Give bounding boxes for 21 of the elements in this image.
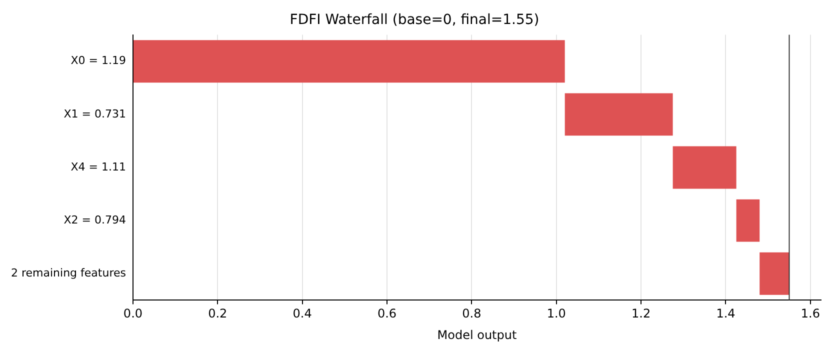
x-tick-label: 1.0 bbox=[546, 306, 566, 321]
y-tick-label: X2 = 0.794 bbox=[64, 213, 126, 226]
y-tick-label: X4 = 1.11 bbox=[70, 160, 126, 174]
x-tick-label: 0.8 bbox=[462, 306, 482, 321]
y-tick-label: 2 remaining features bbox=[10, 266, 126, 280]
x-tick-label: 0.6 bbox=[377, 306, 397, 321]
bar bbox=[133, 40, 565, 83]
x-tick-label: 0.4 bbox=[292, 306, 312, 321]
x-tick-label: 1.6 bbox=[800, 306, 820, 321]
y-tick-label: X1 = 0.731 bbox=[64, 107, 126, 120]
x-tick-label: 1.2 bbox=[632, 306, 651, 321]
x-tick-label: 1.4 bbox=[716, 306, 736, 321]
x-axis-title: Model output bbox=[437, 328, 517, 342]
x-tick-label: 0.0 bbox=[123, 306, 143, 321]
y-tick-label: X0 = 1.19 bbox=[70, 54, 126, 68]
x-tick-label: 0.2 bbox=[208, 306, 228, 321]
bar bbox=[736, 199, 760, 242]
bar bbox=[564, 93, 673, 136]
bar bbox=[760, 252, 790, 295]
chart-title: FDFI Waterfall (base=0, final=1.55) bbox=[290, 12, 540, 28]
bar bbox=[672, 146, 736, 189]
